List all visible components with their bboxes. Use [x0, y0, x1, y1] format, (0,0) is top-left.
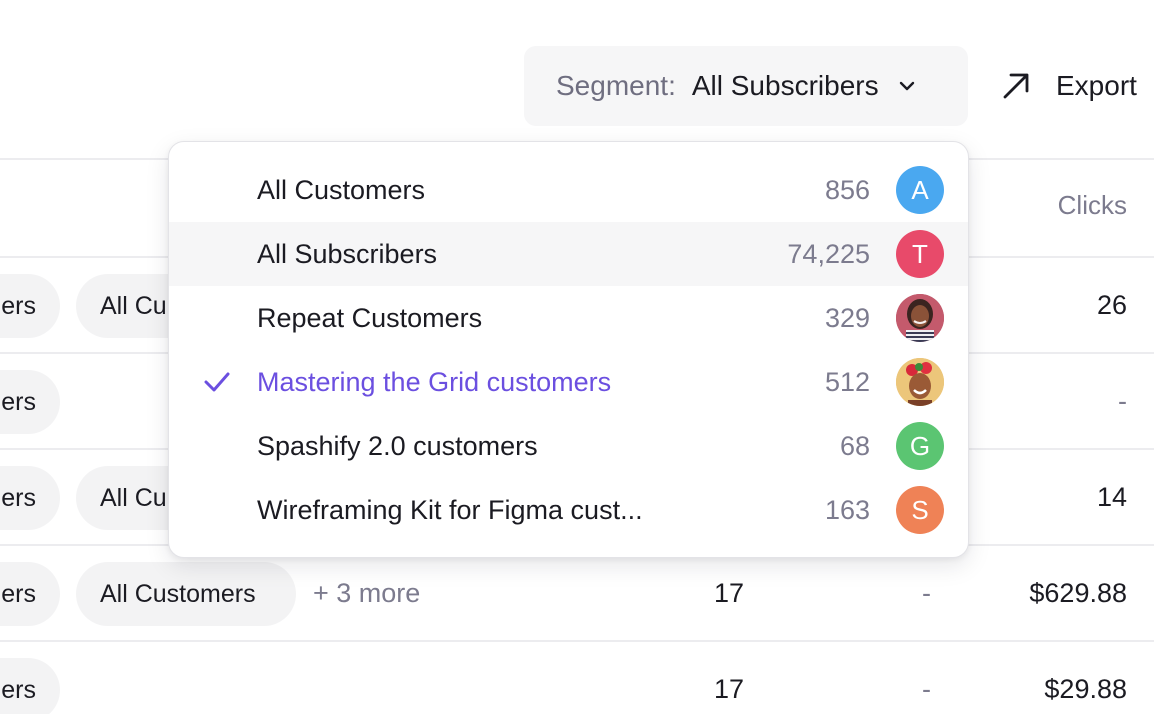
- menu-item-label: All Customers: [257, 174, 426, 205]
- menu-item-label: All Subscribers: [257, 238, 438, 269]
- export-button[interactable]: Export: [1000, 46, 1137, 126]
- clicks-cell: $629.88: [1029, 578, 1127, 608]
- menu-item-count: 856: [824, 174, 870, 205]
- segment-tag: ers: [0, 274, 60, 338]
- segment-dropdown-menu: All Customers 856 A All Subscribers 74,2…: [168, 141, 969, 558]
- avatar: [896, 294, 944, 342]
- segment-tag: ers: [0, 370, 60, 434]
- more-tags-link[interactable]: + 3 more: [313, 578, 421, 608]
- avatar: G: [896, 422, 944, 470]
- segment-tag: ers: [0, 658, 60, 714]
- avatar: A: [896, 166, 944, 214]
- segment-value: All Subscribers: [691, 70, 879, 101]
- column-header-clicks[interactable]: Clicks: [1057, 190, 1127, 220]
- avatar: [896, 358, 944, 406]
- menu-item-label: Spashify 2.0 customers: [257, 430, 538, 461]
- segment-prefix-label: Segment:: [556, 70, 676, 101]
- segment-tag: ers: [0, 562, 60, 626]
- segment-tag: ers: [0, 466, 60, 530]
- menu-item-repeat-customers[interactable]: Repeat Customers 329: [169, 286, 968, 350]
- menu-item-count: 329: [824, 302, 870, 333]
- dash-cell: -: [922, 578, 931, 608]
- menu-item-label: Repeat Customers: [257, 302, 483, 333]
- export-label: Export: [1056, 70, 1137, 101]
- segment-dropdown-button[interactable]: Segment: All Subscribers: [524, 46, 968, 126]
- menu-item-all-subscribers[interactable]: All Subscribers 74,225 T: [169, 222, 968, 286]
- avatar: S: [896, 486, 944, 534]
- menu-item-count: 68: [839, 430, 870, 461]
- chevron-down-icon: [897, 76, 917, 96]
- menu-item-count: 512: [824, 366, 870, 397]
- menu-item-wireframing-kit[interactable]: Wireframing Kit for Figma cust... 163 S: [169, 478, 968, 542]
- count-cell: 17: [714, 578, 745, 608]
- avatar: T: [896, 230, 944, 278]
- checkmark-icon: [203, 371, 231, 393]
- count-cell: 17: [714, 674, 745, 704]
- menu-item-all-customers[interactable]: All Customers 856 A: [169, 158, 968, 222]
- menu-item-mastering-the-grid[interactable]: Mastering the Grid customers 512: [169, 350, 968, 414]
- clicks-cell: -: [1118, 386, 1127, 416]
- menu-item-count: 163: [824, 494, 870, 525]
- menu-item-spashify[interactable]: Spashify 2.0 customers 68 G: [169, 414, 968, 478]
- clicks-cell: 14: [1096, 482, 1127, 512]
- clicks-cell: $29.88: [1044, 674, 1127, 704]
- menu-item-count: 74,225: [787, 238, 870, 269]
- table-divider: [0, 640, 1154, 642]
- dash-cell: -: [922, 674, 931, 704]
- arrow-up-right-icon: [1000, 70, 1032, 102]
- clicks-cell: 26: [1096, 290, 1127, 320]
- menu-item-label: Wireframing Kit for Figma cust...: [257, 494, 643, 525]
- segment-tag: All Customers: [76, 562, 296, 626]
- menu-item-label: Mastering the Grid customers: [257, 366, 612, 397]
